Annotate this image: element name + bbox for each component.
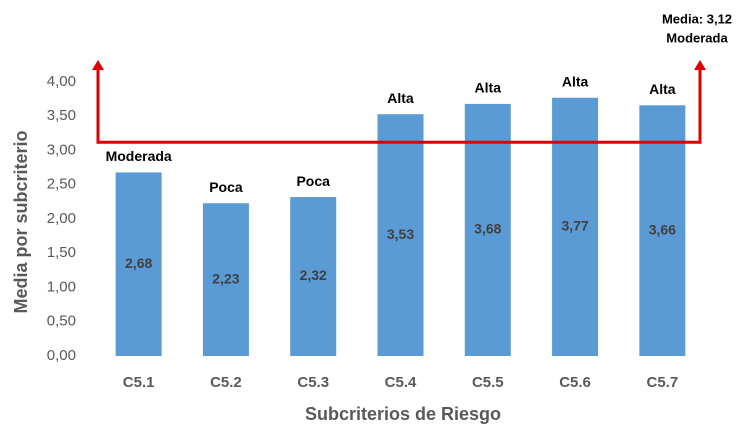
mean-label: Media: 3,12 bbox=[662, 11, 732, 26]
y-tick-label: 1,50 bbox=[47, 244, 76, 261]
bar-annotation: Moderada bbox=[106, 148, 172, 164]
x-tick-label: C5.3 bbox=[297, 374, 329, 391]
bar-annotation: Alta bbox=[649, 81, 676, 97]
x-tick-label: C5.4 bbox=[385, 374, 417, 391]
bar-annotation: Poca bbox=[296, 173, 330, 189]
bar bbox=[290, 197, 337, 356]
y-tick-label: 4,00 bbox=[47, 73, 76, 90]
bar-annotation: Alta bbox=[475, 80, 502, 96]
y-tick-label: 2,50 bbox=[47, 176, 76, 193]
value-label: 3,53 bbox=[387, 226, 414, 242]
value-label: 2,32 bbox=[300, 267, 327, 283]
bar bbox=[377, 114, 424, 356]
y-tick-label: 0,50 bbox=[47, 313, 76, 330]
bar bbox=[115, 172, 162, 356]
value-label: 3,77 bbox=[561, 218, 588, 234]
x-tick-label: C5.6 bbox=[559, 374, 591, 391]
bar bbox=[464, 103, 511, 356]
y-tick-label: 3,00 bbox=[47, 141, 76, 158]
y-tick-label: 2,00 bbox=[47, 210, 76, 227]
y-tick-label: 1,00 bbox=[47, 278, 76, 295]
x-tick-label: C5.5 bbox=[472, 374, 504, 391]
x-tick-label: C5.1 bbox=[123, 374, 155, 391]
value-label: 3,66 bbox=[649, 221, 676, 237]
mean-arrowhead bbox=[92, 60, 104, 70]
mean-arrowhead bbox=[694, 60, 706, 70]
y-tick-label: 3,50 bbox=[47, 107, 76, 124]
bar bbox=[639, 105, 686, 356]
mean-class: Moderada bbox=[666, 30, 728, 45]
value-label: 2,23 bbox=[212, 270, 239, 286]
bar-annotation: Alta bbox=[387, 90, 414, 106]
y-axis-title: Media por subcriterio bbox=[11, 130, 31, 313]
bar-annotation: Alta bbox=[562, 73, 589, 89]
bar bbox=[202, 203, 249, 356]
y-tick-label: 0,00 bbox=[47, 347, 76, 364]
x-tick-label: C5.2 bbox=[210, 374, 242, 391]
bar-annotation: Poca bbox=[209, 179, 243, 195]
value-label: 3,68 bbox=[474, 221, 501, 237]
x-tick-label: C5.7 bbox=[647, 374, 679, 391]
x-axis-title: Subcriterios de Riesgo bbox=[305, 404, 501, 424]
value-label: 2,68 bbox=[125, 255, 152, 271]
